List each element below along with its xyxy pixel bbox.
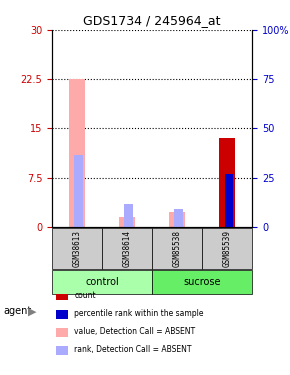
Bar [174, 209, 183, 227]
Bar [56, 328, 68, 337]
Text: GSM38614: GSM38614 [123, 230, 132, 267]
FancyBboxPatch shape [52, 228, 102, 269]
Bar [119, 217, 135, 227]
Text: sucrose: sucrose [184, 277, 221, 287]
Text: percentile rank within the sample: percentile rank within the sample [74, 309, 204, 318]
Text: count: count [74, 291, 96, 300]
Text: ▶: ▶ [28, 306, 36, 316]
Bar [74, 154, 83, 227]
Bar [56, 310, 68, 318]
Bar [169, 212, 185, 227]
FancyBboxPatch shape [152, 228, 202, 269]
FancyBboxPatch shape [52, 270, 152, 294]
Text: agent: agent [3, 306, 31, 316]
Title: GDS1734 / 245964_at: GDS1734 / 245964_at [84, 15, 221, 27]
Bar [220, 138, 235, 227]
Text: GSM85539: GSM85539 [223, 230, 232, 267]
Bar [124, 204, 133, 227]
Text: rank, Detection Call = ABSENT: rank, Detection Call = ABSENT [74, 345, 192, 354]
FancyBboxPatch shape [152, 270, 252, 294]
Bar [69, 79, 85, 227]
FancyBboxPatch shape [202, 228, 252, 269]
Text: GSM38613: GSM38613 [73, 230, 82, 267]
Bar [56, 291, 68, 300]
Bar [56, 346, 68, 355]
Text: value, Detection Call = ABSENT: value, Detection Call = ABSENT [74, 327, 195, 336]
FancyBboxPatch shape [102, 228, 152, 269]
Bar [225, 174, 233, 227]
Text: control: control [85, 277, 119, 287]
Text: GSM85538: GSM85538 [173, 230, 182, 267]
